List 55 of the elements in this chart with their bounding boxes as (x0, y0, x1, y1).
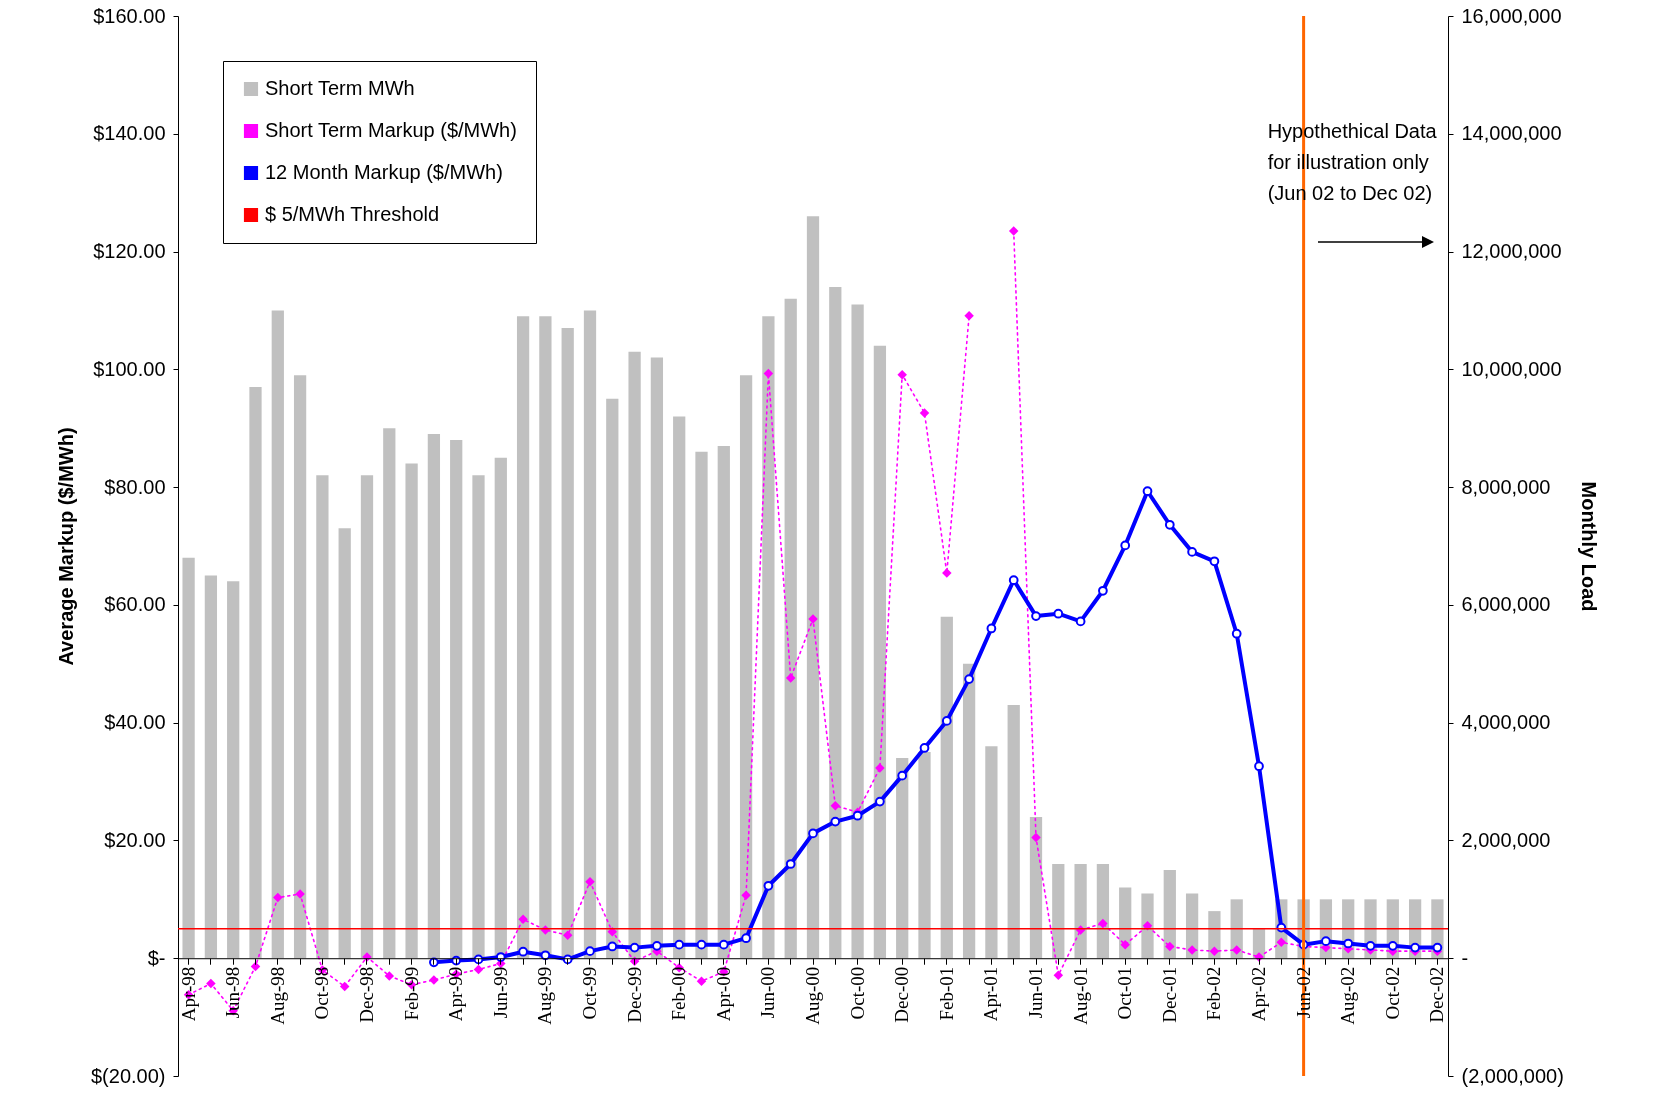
y-tick-label: $40.00 (104, 711, 166, 734)
x-tick-label: Oct-98 (311, 966, 333, 1020)
x-tick-label: Apr-98 (177, 966, 199, 1022)
x-tick-label: Apr-00 (712, 966, 734, 1022)
x-tick-label: Jun-02 (1292, 966, 1314, 1019)
x-tick-label: Dec-98 (355, 966, 377, 1023)
x-tick-label: Aug-01 (1069, 966, 1091, 1025)
y2-tick-label: 4,000,000 (1461, 711, 1551, 734)
x-tick-label: Feb-01 (935, 966, 957, 1021)
x-tick-label: Aug-02 (1337, 966, 1359, 1025)
y-tick-label: $100.00 (93, 357, 166, 380)
y2-tick-label: 8,000,000 (1461, 475, 1551, 498)
x-tick-label: Apr-01 (980, 966, 1002, 1022)
x-tick-label: Aug-99 (534, 966, 556, 1025)
x-tick-label: Dec-02 (1426, 966, 1448, 1023)
legend-label: $ 5/MWh Threshold (265, 203, 440, 225)
y2-tick-label: 6,000,000 (1461, 593, 1551, 616)
legend-label: 12 Month Markup ($/MWh) (265, 161, 503, 183)
x-tick-label: Apr-02 (1248, 966, 1270, 1022)
y-tick-label: $160.00 (93, 4, 166, 27)
x-tick-label: Aug-00 (802, 966, 823, 1025)
x-tick-label: Jun-00 (757, 966, 779, 1019)
y2-tick-label: 2,000,000 (1461, 828, 1551, 851)
y-tick-label: $20.00 (104, 828, 166, 851)
y-tick-label: $(20.00) (91, 1064, 166, 1087)
x-tick-label: Feb-02 (1203, 966, 1225, 1021)
x-tick-label: Jun-01 (1025, 966, 1046, 1019)
y2-tick-label: 16,000,000 (1461, 4, 1562, 27)
x-tick-label: Aug-98 (266, 966, 288, 1025)
x-tick-label: Jun-98 (222, 966, 244, 1019)
y-tick-label: $120.00 (93, 240, 166, 263)
x-tick-label: Dec-00 (891, 966, 913, 1023)
x-tick-label: Oct-01 (1114, 966, 1136, 1020)
y2-tick-label: (2,000,000) (1461, 1064, 1564, 1087)
x-tick-label: Apr-99 (445, 966, 467, 1022)
y-tick-label: $140.00 (93, 122, 166, 145)
y2-tick-label: 12,000,000 (1461, 240, 1562, 263)
legend-label: Short Term Markup ($/MWh) (265, 119, 517, 141)
x-tick-label: Oct-02 (1381, 966, 1403, 1020)
y-tick-label: $60.00 (104, 593, 166, 616)
y2-axis-title: Monthly Load (1577, 481, 1600, 612)
y2-tick-label: - (1461, 946, 1469, 969)
x-tick-label: Feb-99 (400, 966, 422, 1021)
y-tick-label: $- (147, 946, 166, 969)
legend-label: Short Term MWh (265, 77, 415, 99)
x-tick-label: Oct-00 (846, 966, 868, 1020)
x-tick-label: Dec-99 (623, 966, 645, 1023)
x-tick-label: Dec-01 (1158, 966, 1180, 1023)
y-axis-title: Average Markup ($/MWh) (55, 427, 78, 666)
x-tick-label: Jun-99 (489, 966, 511, 1019)
y-tick-label: $80.00 (104, 475, 166, 498)
y2-tick-label: 10,000,000 (1461, 357, 1562, 380)
x-tick-label: Feb-00 (668, 966, 690, 1021)
y2-tick-label: 14,000,000 (1461, 122, 1562, 145)
x-tick-label: Oct-99 (579, 966, 600, 1020)
